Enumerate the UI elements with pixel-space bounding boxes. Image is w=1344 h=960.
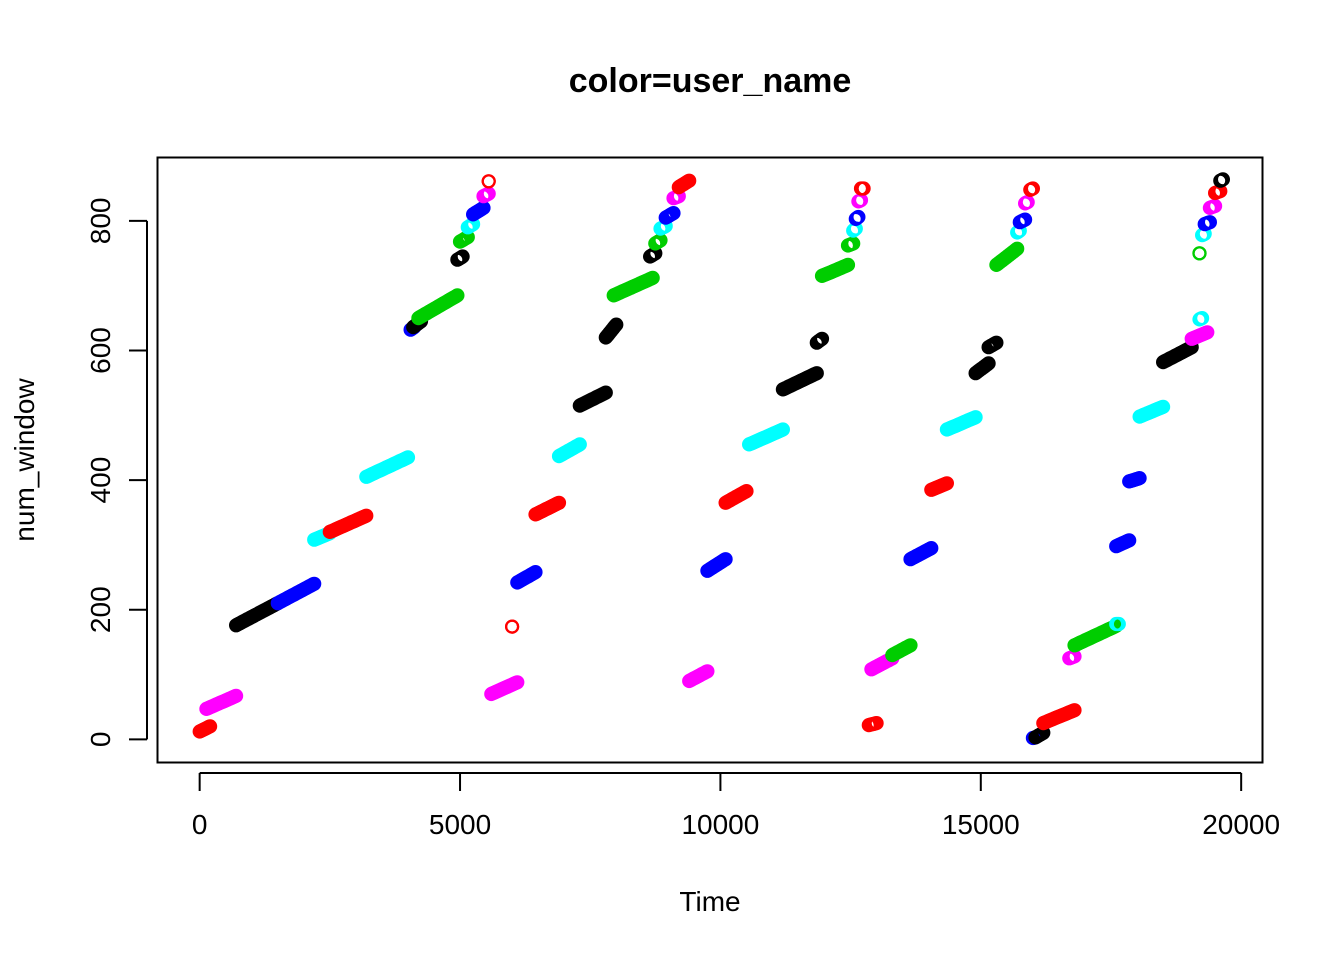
y-tick-label: 400	[85, 457, 116, 504]
y-tick-label: 200	[85, 586, 116, 633]
data-point	[609, 317, 624, 332]
data-point	[851, 209, 866, 225]
x-tick-label: 10000	[681, 809, 759, 840]
data-point	[666, 206, 681, 221]
data-point	[968, 410, 983, 425]
data-point	[1025, 181, 1041, 196]
data-point	[645, 270, 660, 285]
chart-title: color=user_name	[569, 62, 852, 100]
y-tick-label: 800	[85, 198, 116, 245]
y-axis-label: num_window	[9, 378, 40, 542]
data-point	[307, 576, 322, 591]
data-point	[1132, 471, 1147, 486]
data-point	[1194, 311, 1210, 326]
data-point	[1215, 172, 1231, 187]
data-point	[856, 181, 871, 196]
data-point	[450, 288, 465, 303]
x-tick-label: 5000	[429, 809, 491, 840]
x-tick-label: 15000	[942, 809, 1020, 840]
data-point	[572, 437, 587, 452]
data-point	[203, 719, 218, 734]
data-point	[981, 356, 996, 371]
data-points	[192, 172, 1231, 746]
data-point	[939, 476, 955, 491]
data-point	[1111, 616, 1126, 632]
data-point	[229, 688, 244, 704]
y-axis: 0 200 400 600 800	[85, 198, 148, 748]
data-point	[400, 450, 416, 465]
data-point	[504, 619, 520, 634]
data-point	[510, 675, 525, 690]
data-point	[814, 331, 830, 346]
data-point	[840, 257, 856, 272]
data-point	[718, 552, 733, 567]
data-point	[739, 484, 754, 499]
data-point	[455, 249, 470, 264]
x-axis-label: Time	[679, 886, 740, 917]
data-point	[1017, 212, 1033, 227]
data-point	[924, 540, 939, 556]
data-point	[1202, 215, 1218, 230]
data-point	[1200, 325, 1215, 340]
data-point	[1010, 241, 1025, 256]
data-point	[682, 173, 697, 188]
data-point	[809, 366, 824, 381]
y-tick-label: 600	[85, 327, 116, 374]
x-tick-label: 0	[192, 809, 208, 840]
data-point	[903, 638, 918, 653]
data-point	[989, 335, 1004, 350]
x-axis: 0 5000 10000 15000 20000	[192, 772, 1280, 840]
data-point	[700, 664, 715, 679]
data-point	[1155, 399, 1171, 414]
data-point	[869, 715, 884, 731]
x-tick-label: 20000	[1202, 809, 1280, 840]
data-point	[359, 508, 374, 523]
data-point	[551, 495, 567, 510]
data-point	[1067, 703, 1082, 718]
data-point	[598, 385, 613, 400]
data-point	[1192, 246, 1207, 261]
data-point	[1122, 533, 1137, 548]
plot-frame	[156, 156, 1264, 764]
data-point	[775, 422, 791, 437]
data-point	[528, 564, 543, 580]
y-tick-label: 0	[85, 732, 116, 748]
data-point	[481, 174, 496, 189]
